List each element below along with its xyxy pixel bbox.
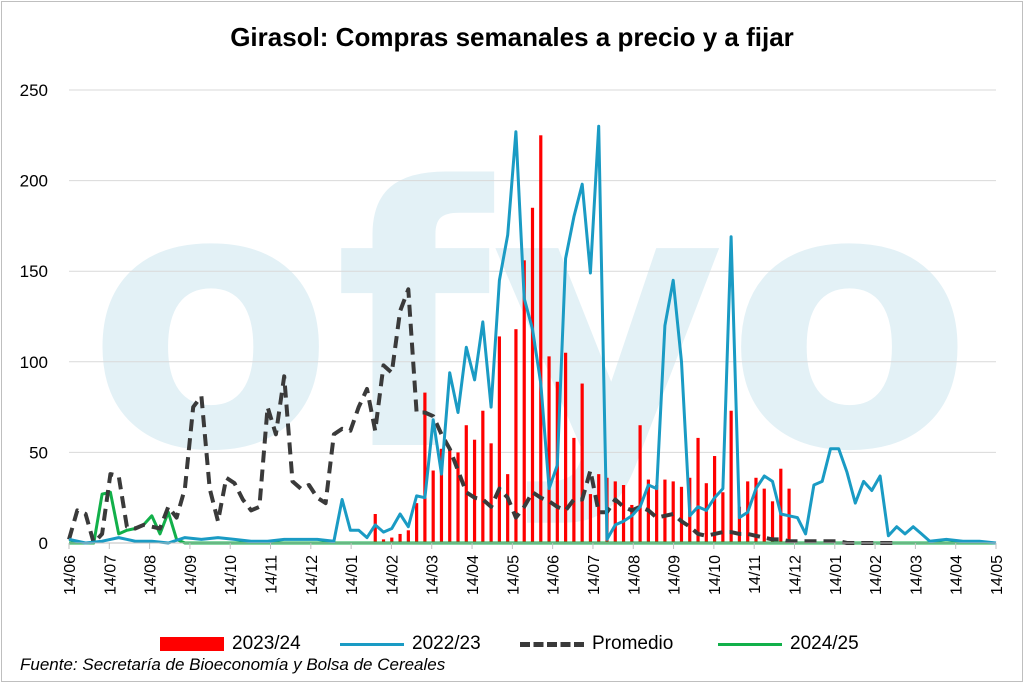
- x-tick-label: 14/09: [183, 555, 200, 595]
- x-tick-label: 14/05: [505, 555, 522, 595]
- bar: [530, 207, 535, 543]
- x-tick-label: 14/07: [586, 555, 603, 595]
- y-tick-label: 250: [20, 81, 48, 100]
- bar: [415, 503, 419, 543]
- bar: [489, 443, 493, 543]
- bar: [497, 336, 501, 543]
- y-tick-label: 50: [29, 443, 48, 462]
- x-tick-label: 14/02: [384, 555, 401, 595]
- bar: [580, 383, 584, 543]
- bar: [373, 514, 377, 543]
- bar: [564, 352, 568, 543]
- y-tick-label: 0: [39, 534, 48, 553]
- bar: [464, 425, 468, 543]
- bar: [779, 468, 783, 543]
- bar: [671, 481, 675, 543]
- bar: [456, 452, 460, 543]
- legend-swatch-line: [340, 642, 404, 646]
- x-tick-label: 14/02: [868, 555, 885, 595]
- bar: [655, 485, 659, 543]
- legend-item-2024-25: 2024/25: [718, 633, 859, 655]
- bar: [448, 448, 452, 543]
- x-tick-label: 14/03: [908, 555, 925, 595]
- x-tick-label: 14/10: [707, 555, 724, 595]
- legend-swatch-line: [718, 642, 782, 646]
- bar: [506, 474, 510, 543]
- bar: [398, 533, 402, 543]
- legend-label: 2023/24: [232, 633, 301, 654]
- bar: [472, 439, 477, 543]
- bar: [638, 425, 642, 543]
- bar: [679, 486, 684, 543]
- series-line-2022-23: [68, 124, 997, 545]
- bar: [663, 479, 667, 543]
- bar: [481, 410, 485, 543]
- bar: [721, 492, 725, 543]
- x-tick-label: 14/06: [546, 555, 563, 595]
- bar: [423, 392, 427, 543]
- bar: [439, 448, 444, 543]
- y-axis: 0 50 100 150 200 250: [20, 81, 48, 553]
- chart-title: Girasol: Compras semanales a precio y a …: [230, 22, 794, 52]
- bar: [547, 356, 551, 543]
- bar: [737, 506, 742, 543]
- y-tick-label: 150: [20, 262, 48, 281]
- bar: [762, 488, 766, 543]
- source-note: Fuente: Secretaría de Bioeconomía y Bols…: [20, 655, 446, 674]
- bar: [613, 481, 617, 543]
- legend-label: 2024/25: [790, 633, 859, 654]
- bar: [597, 474, 601, 543]
- x-tick-label: 14/03: [425, 555, 442, 595]
- legend-swatch-dashed: [520, 641, 584, 647]
- x-tick-label: 14/09: [667, 555, 684, 595]
- x-tick-label: 14/10: [223, 555, 240, 595]
- y-tick-label: 200: [20, 172, 48, 191]
- series-line-promedio: [67, 287, 897, 545]
- x-tick-label: 14/08: [626, 555, 643, 595]
- x-tick-label: 14/04: [465, 555, 482, 595]
- x-tick-label: 14/01: [828, 555, 845, 595]
- y-tick-label: 100: [20, 353, 48, 372]
- legend-label: Promedio: [592, 633, 674, 654]
- x-tick-label: 14/04: [949, 555, 966, 595]
- bar: [390, 537, 394, 543]
- legend-label: 2022/23: [412, 633, 481, 654]
- bar: [588, 494, 593, 543]
- bar: [630, 504, 634, 543]
- bar: [770, 501, 775, 543]
- x-tick-label: 14/07: [102, 555, 119, 595]
- x-axis: 14/06 14/07 14/08 14/09 14/10 14/11 14/12 14/01…: [62, 542, 1006, 595]
- bar: [696, 437, 700, 543]
- bar: [522, 260, 526, 543]
- bar: [514, 329, 518, 543]
- legend-item-2022-23: 2022/23: [340, 633, 481, 655]
- x-tick-label: 14/08: [143, 555, 160, 595]
- x-tick-label: 14/01: [344, 555, 361, 595]
- x-tick-label: 14/12: [304, 555, 321, 595]
- legend-item-2023-24: 2023/24: [160, 633, 301, 655]
- bar: [572, 437, 576, 543]
- x-tick-label: 14/11: [264, 555, 281, 594]
- bar: [406, 530, 410, 543]
- bar: [754, 477, 758, 543]
- x-tick-label: 14/06: [62, 555, 79, 595]
- bar: [431, 470, 435, 543]
- x-tick-label: 14/11: [747, 555, 764, 594]
- legend-swatch-bar: [160, 637, 224, 651]
- bar: [381, 539, 386, 543]
- bar: [539, 135, 543, 544]
- legend-item-promedio: Promedio: [520, 633, 673, 655]
- x-tick-label: 14/12: [787, 555, 804, 595]
- series-lines: [67, 124, 997, 545]
- bar: [704, 483, 708, 543]
- x-tick-label: 14/05: [989, 555, 1006, 595]
- legend: 2023/24 2022/23 Promedio 2024/25: [0, 633, 1024, 659]
- bar: [729, 410, 733, 543]
- bar: [621, 485, 626, 543]
